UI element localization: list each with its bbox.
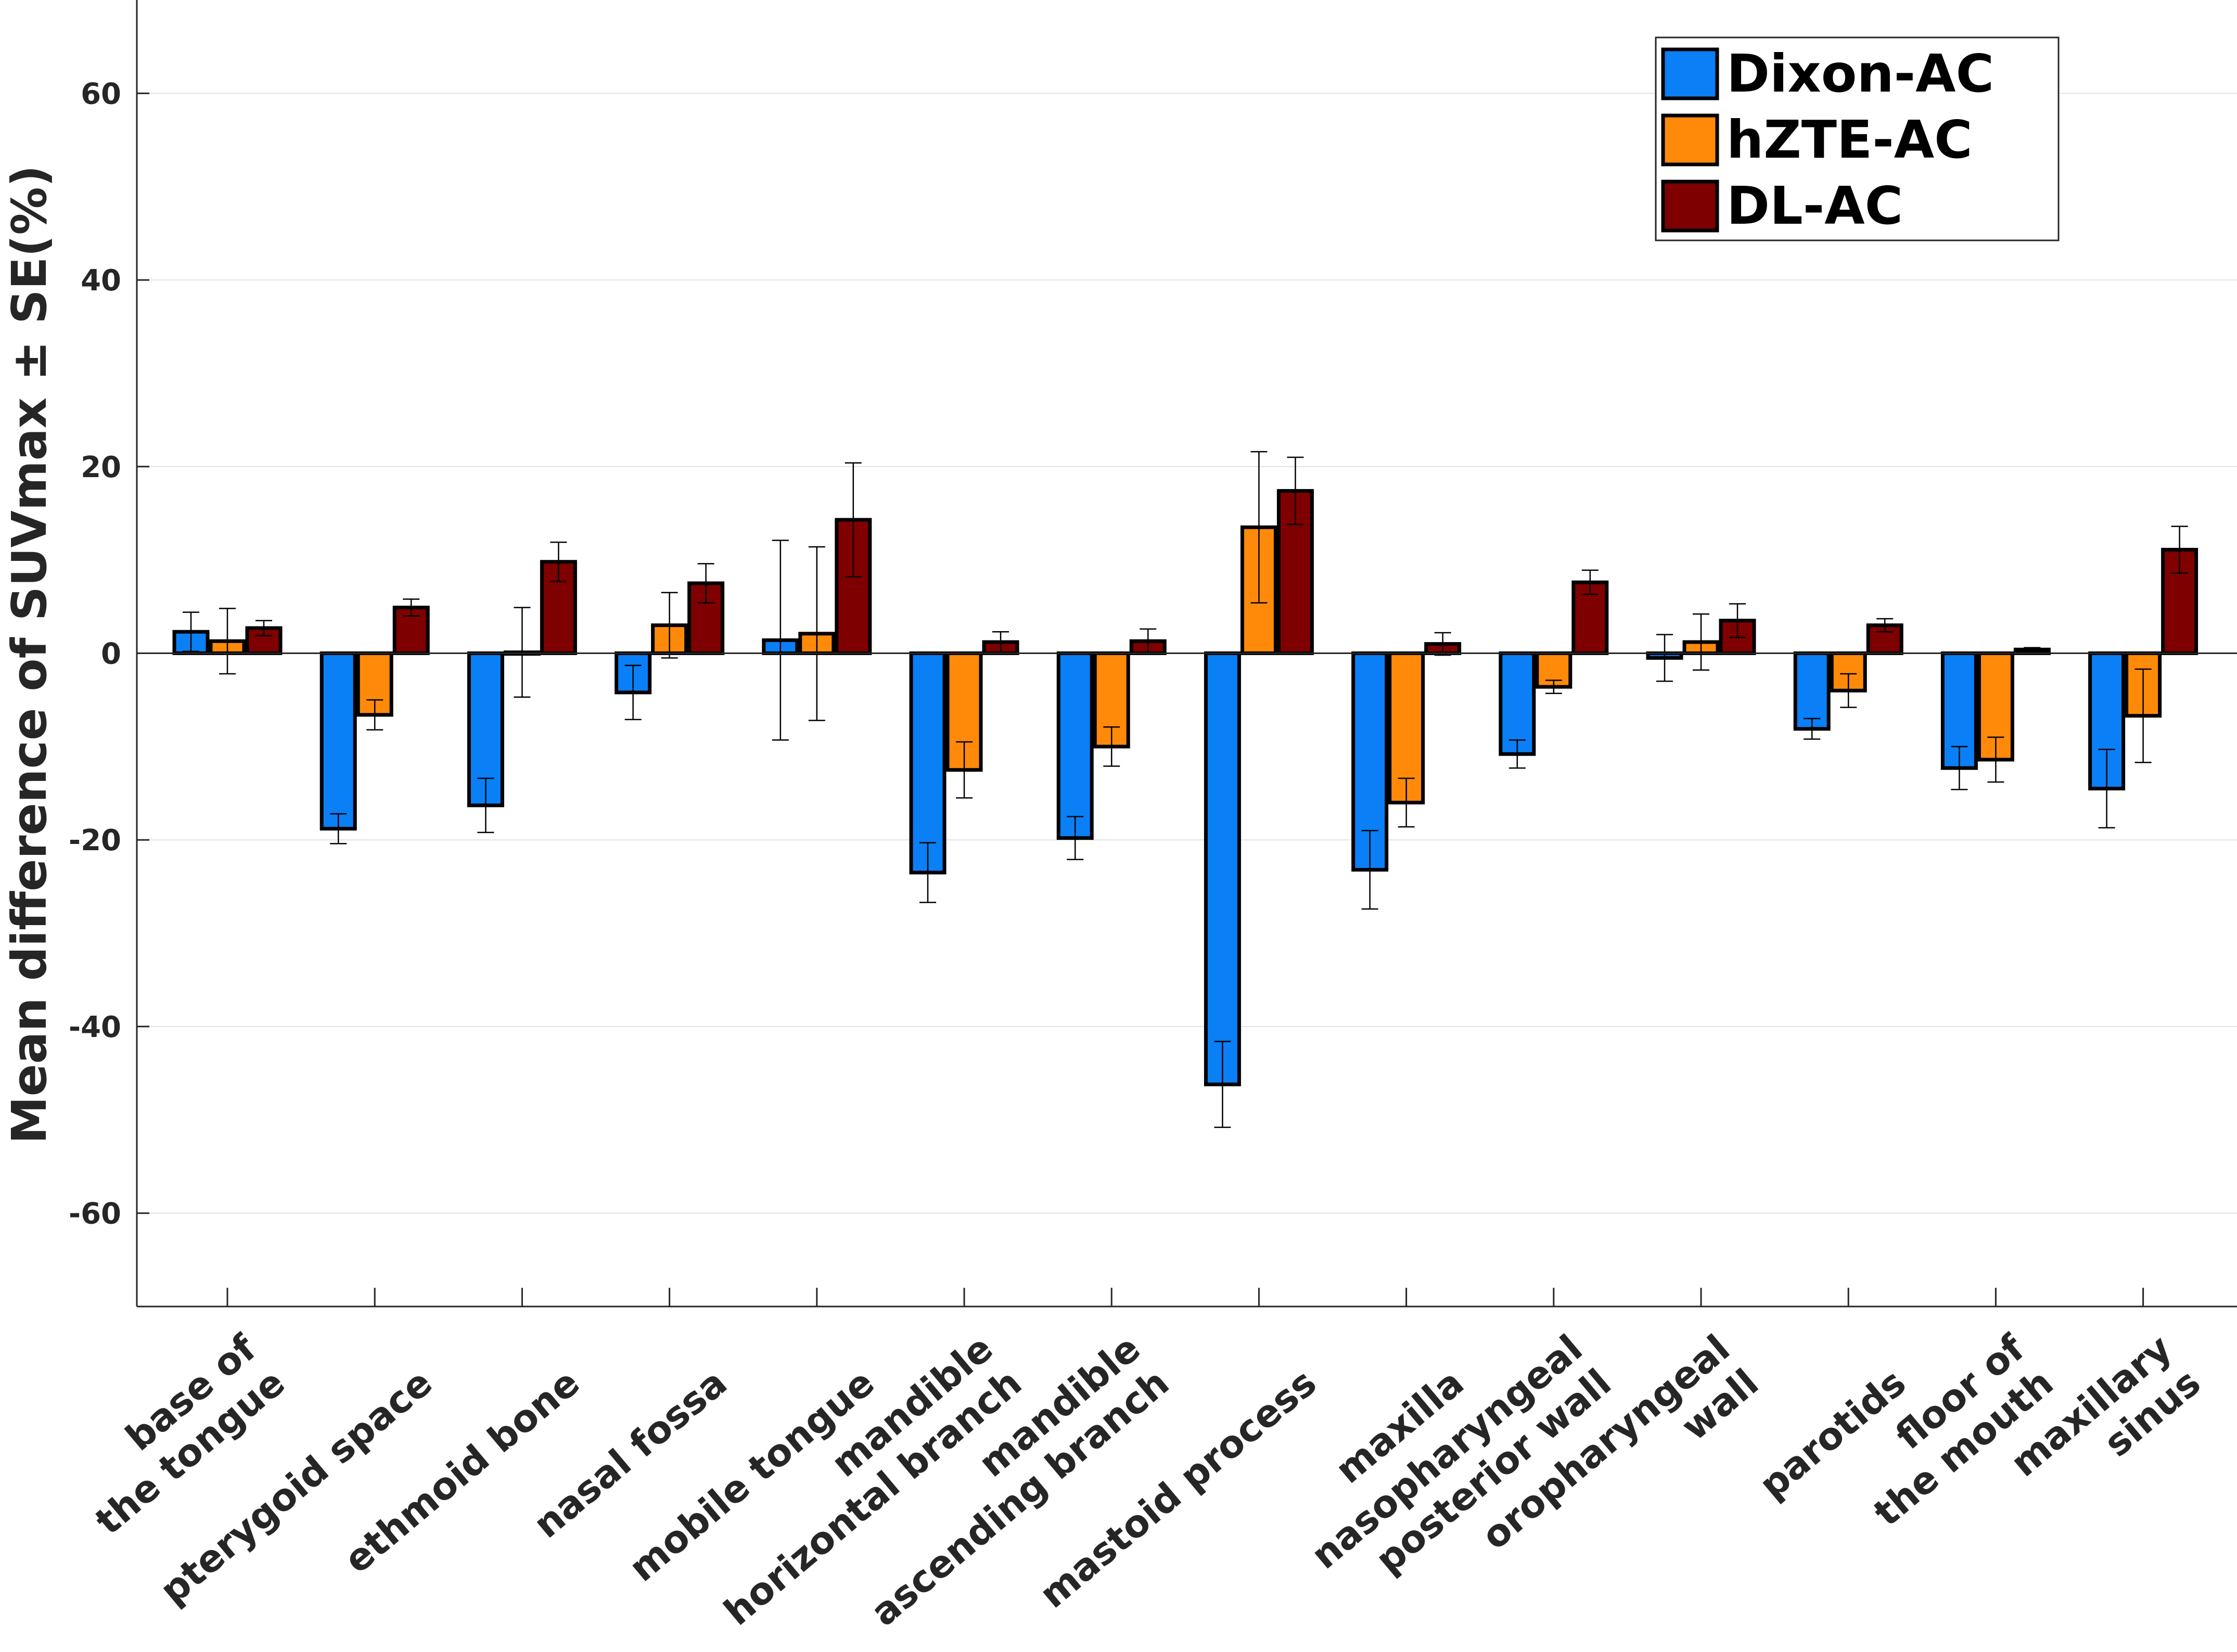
bar-dixon-ac bbox=[319, 651, 357, 831]
bar-dixon-ac bbox=[1793, 651, 1831, 731]
y-tick-label: 20 bbox=[81, 451, 121, 484]
y-axis-label: Mean difference of SUVmax ± SE(%) bbox=[2, 165, 57, 1144]
bar-dixon-ac bbox=[1056, 651, 1094, 840]
legend-swatch bbox=[1661, 113, 1719, 167]
bar-dixon-ac bbox=[1204, 651, 1241, 1086]
bars bbox=[172, 489, 2198, 1086]
legend-swatch bbox=[1661, 180, 1719, 233]
y-tick-label: -60 bbox=[69, 1197, 121, 1231]
y-tick-label: 0 bbox=[101, 637, 121, 671]
tick-labels: -60 -40 -20 0 20 40 60 bbox=[69, 77, 121, 1231]
bar-dixon-ac bbox=[909, 651, 947, 875]
y-tick-label: -20 bbox=[69, 824, 121, 857]
legend-label: Dixon-AC bbox=[1727, 43, 1994, 104]
legend-label: DL-AC bbox=[1727, 175, 1903, 236]
y-tick-label: -40 bbox=[69, 1010, 121, 1044]
legend-box bbox=[1655, 36, 2060, 241]
axes bbox=[136, 0, 2237, 1308]
y-tick-label: 40 bbox=[81, 264, 121, 298]
y-tick-label: 60 bbox=[81, 77, 121, 111]
legend-label: hZTE-AC bbox=[1727, 109, 1973, 170]
bar-dixon-ac bbox=[1499, 651, 1536, 756]
legend-swatch bbox=[1661, 47, 1719, 100]
